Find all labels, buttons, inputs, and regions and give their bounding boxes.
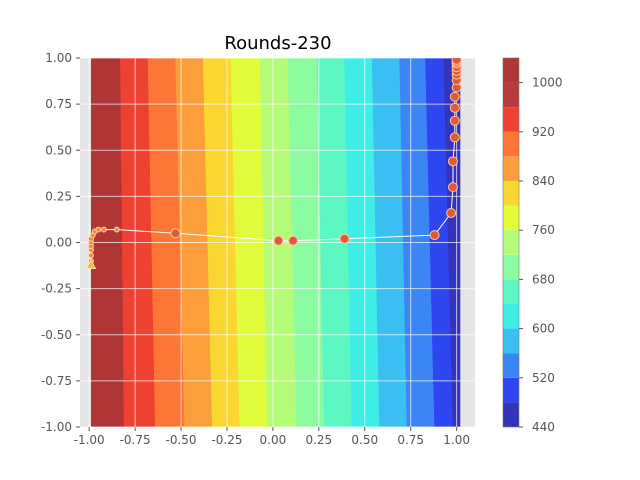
- y-tick-label: -0.25: [41, 282, 72, 296]
- trajectory: [85, 58, 462, 270]
- trajectory-point: [447, 156, 458, 167]
- colorbar-segment: [503, 254, 519, 280]
- colorbar-segment: [503, 131, 519, 157]
- colorbar-segment: [503, 230, 519, 255]
- trajectory-point: [288, 235, 299, 246]
- trajectory-point: [273, 235, 284, 246]
- trajectory-point: [429, 230, 440, 241]
- grid-lines: [80, 58, 475, 427]
- colorbar-tick-label: 920: [532, 125, 555, 139]
- trajectory-point: [339, 233, 350, 244]
- trajectory-point: [446, 207, 457, 218]
- colorbar-tick-label: 1000: [532, 76, 563, 90]
- x-tick-label: 0.75: [397, 433, 424, 447]
- colorbar-frame: [502, 57, 520, 428]
- trajectory-point: [449, 115, 460, 126]
- colorbar-tick-label: 680: [532, 272, 555, 286]
- trajectory-point-small: [95, 226, 102, 233]
- colorbar-segment: [503, 377, 519, 403]
- plot-area: [80, 58, 475, 427]
- y-tick-label: -1.00: [41, 420, 72, 434]
- trajectory-point: [447, 182, 458, 193]
- colorbar-segment: [503, 402, 519, 427]
- y-tick-label: 1.00: [45, 51, 72, 65]
- y-tick-label: 0.00: [45, 236, 72, 250]
- colorbar-tick-label: 600: [532, 322, 555, 336]
- colorbar-segment: [503, 156, 519, 181]
- colorbar-tick-label: 440: [532, 420, 555, 434]
- x-tick-label: 0.00: [260, 433, 287, 447]
- y-tick-label: -0.50: [41, 328, 72, 342]
- colorbar-tick-label: 520: [532, 371, 555, 385]
- trajectory-point: [449, 91, 460, 102]
- colorbar-segment: [503, 58, 519, 83]
- colorbar: 440 520 600 680 760 840 920 1000: [502, 57, 563, 434]
- y-tick-label: 0.75: [45, 97, 72, 111]
- trajectory-point: [449, 102, 460, 113]
- x-tick-label: -0.25: [211, 433, 242, 447]
- y-tick-label: 0.25: [45, 189, 72, 203]
- colorbar-segment: [503, 205, 519, 231]
- trajectory-point: [449, 132, 460, 143]
- chart-title: Rounds-230: [224, 33, 331, 54]
- colorbar-tick-label: 760: [532, 223, 555, 237]
- colorbar-segment: [503, 304, 519, 329]
- x-axis: -1.00 -0.75 -0.50 -0.25 0.00 0.25 0.50 0.75 1.00: [74, 427, 470, 447]
- colorbar-segment: [503, 279, 519, 304]
- x-tick-label: -0.50: [166, 433, 197, 447]
- trajectory-point-small: [100, 226, 107, 233]
- y-axis: -1.00 -0.75 -0.50 -0.25 0.00 0.25 0.50 0.75 1.00: [41, 51, 80, 434]
- x-tick-label: 1.00: [443, 433, 470, 447]
- x-tick-label: 0.25: [305, 433, 332, 447]
- trajectory-point-small: [88, 252, 94, 259]
- trajectory-point: [451, 58, 462, 65]
- colorbar-segment: [503, 353, 519, 378]
- x-tick-label: -1.00: [74, 433, 105, 447]
- y-tick-label: -0.75: [41, 374, 72, 388]
- x-tick-label: -0.75: [120, 433, 151, 447]
- trajectory-point-small: [113, 226, 120, 233]
- colorbar-segment: [503, 328, 519, 354]
- colorbar-segment: [503, 181, 519, 206]
- x-tick-label: 0.50: [351, 433, 378, 447]
- y-tick-label: 0.50: [45, 143, 72, 157]
- trajectory-point: [170, 228, 181, 239]
- colorbar-tick-label: 840: [532, 174, 555, 188]
- colorbar-segment: [503, 82, 519, 108]
- start-marker: [85, 258, 97, 270]
- colorbar-segment: [503, 107, 519, 132]
